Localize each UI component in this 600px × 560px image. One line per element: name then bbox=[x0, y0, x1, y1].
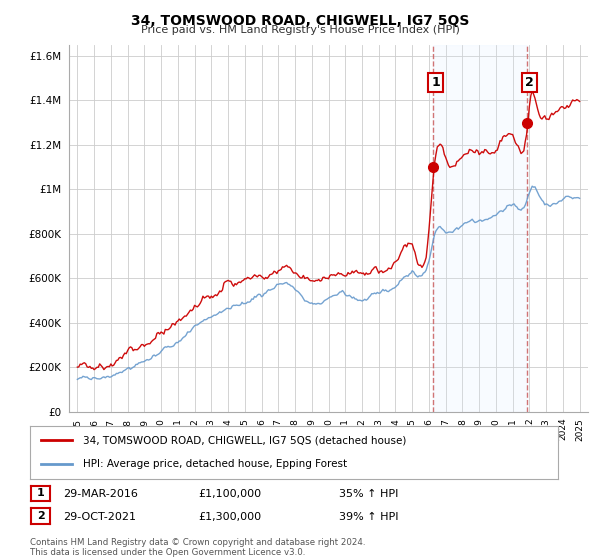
Text: 39% ↑ HPI: 39% ↑ HPI bbox=[339, 512, 398, 522]
Text: £1,100,000: £1,100,000 bbox=[198, 489, 261, 500]
Text: 1: 1 bbox=[37, 488, 44, 498]
Text: 2: 2 bbox=[524, 76, 533, 89]
Text: HPI: Average price, detached house, Epping Forest: HPI: Average price, detached house, Eppi… bbox=[83, 459, 347, 469]
Text: 34, TOMSWOOD ROAD, CHIGWELL, IG7 5QS (detached house): 34, TOMSWOOD ROAD, CHIGWELL, IG7 5QS (de… bbox=[83, 436, 406, 446]
Text: 29-OCT-2021: 29-OCT-2021 bbox=[63, 512, 136, 522]
Text: £1,300,000: £1,300,000 bbox=[198, 512, 261, 522]
Text: 35% ↑ HPI: 35% ↑ HPI bbox=[339, 489, 398, 500]
Text: Contains HM Land Registry data © Crown copyright and database right 2024.
This d: Contains HM Land Registry data © Crown c… bbox=[30, 538, 365, 557]
Text: 1: 1 bbox=[431, 76, 440, 89]
Text: Price paid vs. HM Land Registry's House Price Index (HPI): Price paid vs. HM Land Registry's House … bbox=[140, 25, 460, 35]
Text: 34, TOMSWOOD ROAD, CHIGWELL, IG7 5QS: 34, TOMSWOOD ROAD, CHIGWELL, IG7 5QS bbox=[131, 14, 469, 28]
Bar bbox=[433, 45, 527, 412]
Text: 2: 2 bbox=[37, 511, 44, 521]
Text: 29-MAR-2016: 29-MAR-2016 bbox=[63, 489, 138, 500]
